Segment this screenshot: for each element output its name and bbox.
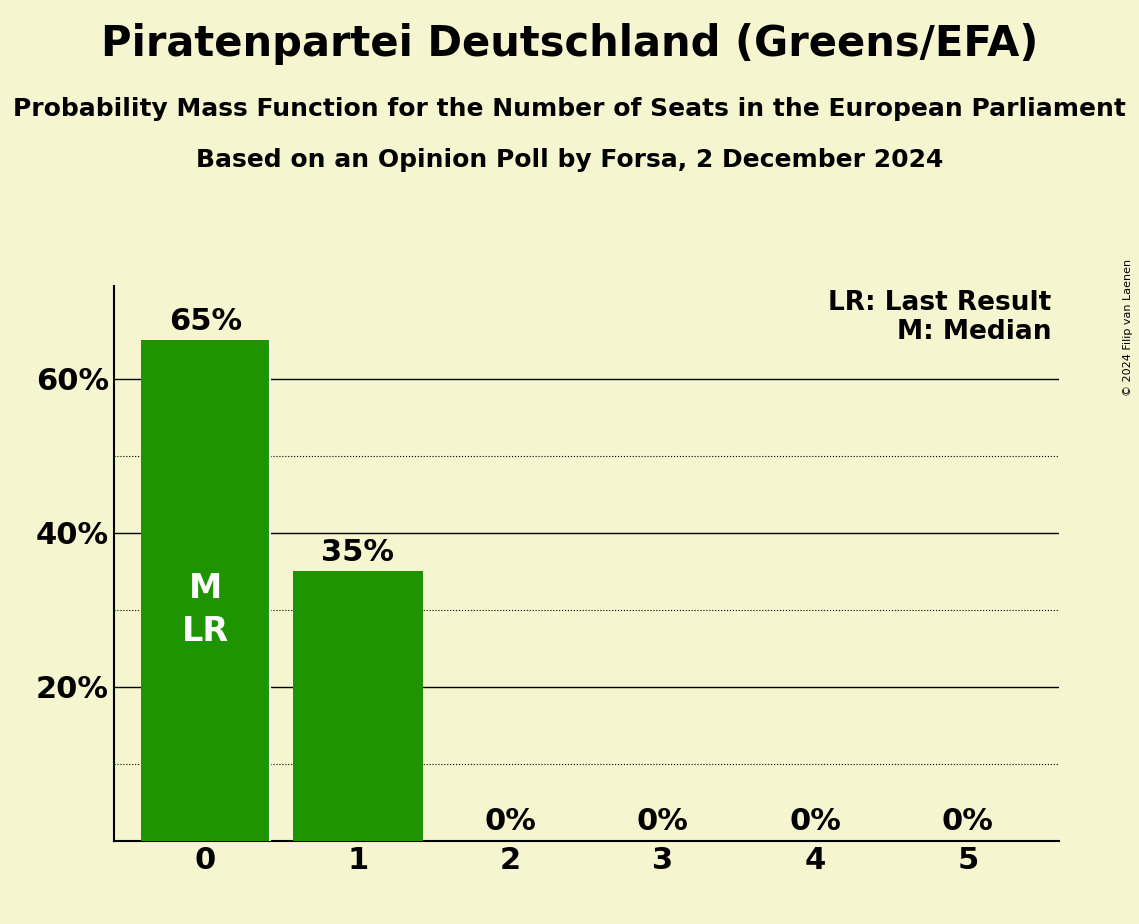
Text: M
LR: M LR: [182, 572, 229, 648]
Text: Based on an Opinion Poll by Forsa, 2 December 2024: Based on an Opinion Poll by Forsa, 2 Dec…: [196, 148, 943, 172]
Text: 0%: 0%: [484, 808, 536, 836]
Bar: [140, 340, 270, 841]
Bar: [293, 571, 423, 841]
Text: LR: Last Result: LR: Last Result: [828, 290, 1051, 316]
Text: 35%: 35%: [321, 538, 394, 566]
Text: 0%: 0%: [942, 808, 993, 836]
Text: 0%: 0%: [789, 808, 842, 836]
Text: © 2024 Filip van Laenen: © 2024 Filip van Laenen: [1123, 259, 1133, 395]
Text: Probability Mass Function for the Number of Seats in the European Parliament: Probability Mass Function for the Number…: [13, 97, 1126, 121]
Text: M: Median: M: Median: [898, 319, 1051, 345]
Text: 65%: 65%: [169, 307, 241, 335]
Text: 0%: 0%: [637, 808, 689, 836]
Text: Piratenpartei Deutschland (Greens/EFA): Piratenpartei Deutschland (Greens/EFA): [101, 23, 1038, 65]
